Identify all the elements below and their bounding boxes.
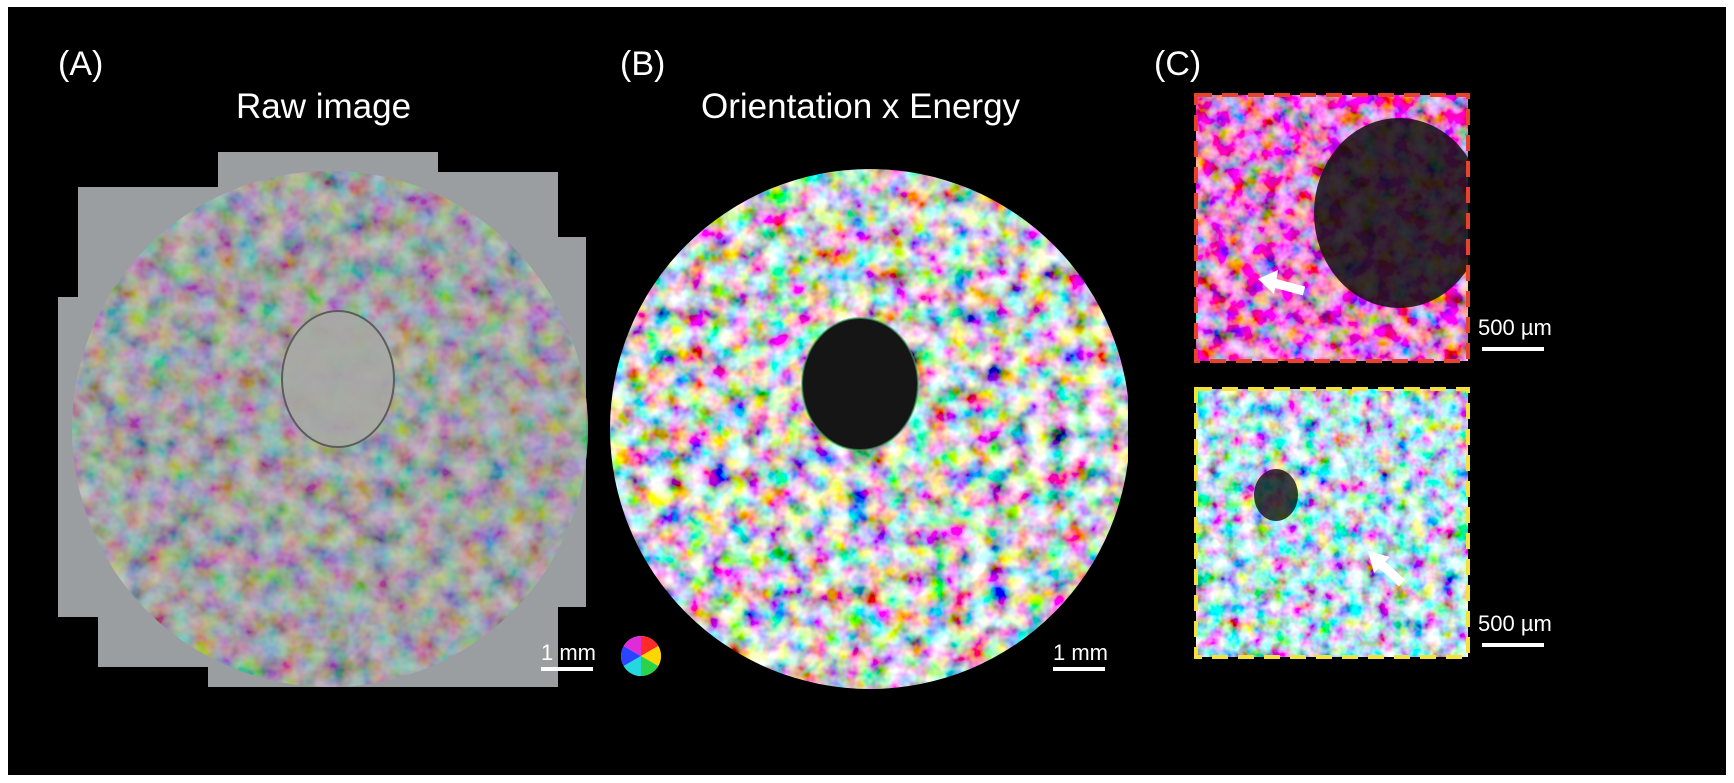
scale-bar-label-c-bottom: 500 µm — [1478, 611, 1552, 636]
arrow-icon — [1258, 270, 1306, 296]
figure: (A) (B) (C) Raw image Orientation x Ener… — [8, 7, 1726, 775]
scale-bar-a — [541, 667, 593, 671]
scale-bar-c-top — [1482, 347, 1544, 351]
panel-title-a: Raw image — [236, 87, 412, 126]
orientation-center-lumen — [802, 318, 918, 450]
scale-bar-c-bottom — [1482, 643, 1544, 647]
scale-bar-label-b: 1 mm — [1053, 640, 1108, 665]
inset-bottom — [1194, 387, 1470, 659]
raw-image — [58, 152, 588, 687]
panel-title-b: Orientation x Energy — [701, 87, 1021, 126]
scale-bar-label-a: 1 mm — [541, 640, 596, 665]
orientation-energy-image — [610, 169, 1128, 689]
arrow-icon — [1368, 551, 1406, 587]
panel-label-b: (B) — [620, 45, 666, 83]
panel-label-a: (A) — [58, 45, 104, 83]
scale-bar-b — [1053, 667, 1105, 671]
inset-top — [1194, 93, 1470, 363]
panel-label-c: (C) — [1154, 45, 1202, 83]
scale-bar-label-c-top: 500 µm — [1478, 315, 1552, 340]
raw-image-center-lumen — [282, 311, 394, 447]
orientation-color-wheel-icon — [621, 636, 661, 676]
